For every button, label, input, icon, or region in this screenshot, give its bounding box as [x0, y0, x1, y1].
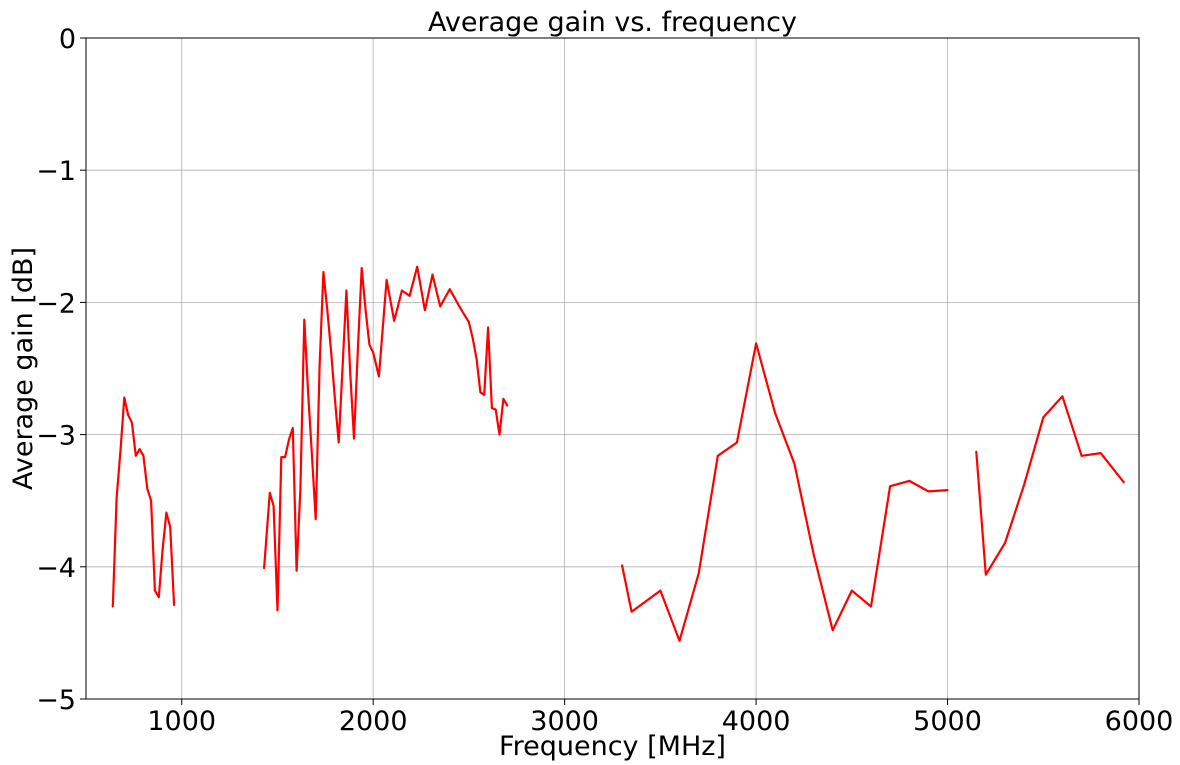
ticks: 1000 2000 3000 4000 5000 6000 0 −1 −2 −3 −4 −5 [36, 24, 1173, 737]
x-tick-label: 3000 [530, 706, 599, 737]
plot-frame [85, 37, 1140, 700]
y-tick-label: −3 [36, 421, 76, 452]
x-tick-label: 4000 [722, 706, 791, 737]
x-tick-label: 6000 [1105, 706, 1174, 737]
series-layer [111, 265, 1125, 642]
y-tick-label: −4 [36, 553, 76, 584]
gain-line-segment-3 [620, 342, 949, 642]
y-tick-label: −5 [36, 685, 76, 716]
x-tick-label: 5000 [913, 706, 982, 737]
x-axis-label: Frequency [MHz] [499, 731, 726, 762]
y-tick-label: −1 [36, 156, 76, 187]
x-tick-label: 2000 [339, 706, 408, 737]
y-tick-label: 0 [59, 24, 76, 55]
y-axis-label: Average gain [dB] [8, 247, 39, 490]
x-tick-label: 1000 [147, 706, 216, 737]
gain-line-segment-4 [975, 395, 1125, 576]
gain-line-segment-2 [263, 265, 509, 612]
gain-line-segment-1 [111, 396, 176, 608]
y-tick-label: −2 [36, 288, 76, 319]
chart-title: Average gain vs. frequency [428, 7, 797, 38]
